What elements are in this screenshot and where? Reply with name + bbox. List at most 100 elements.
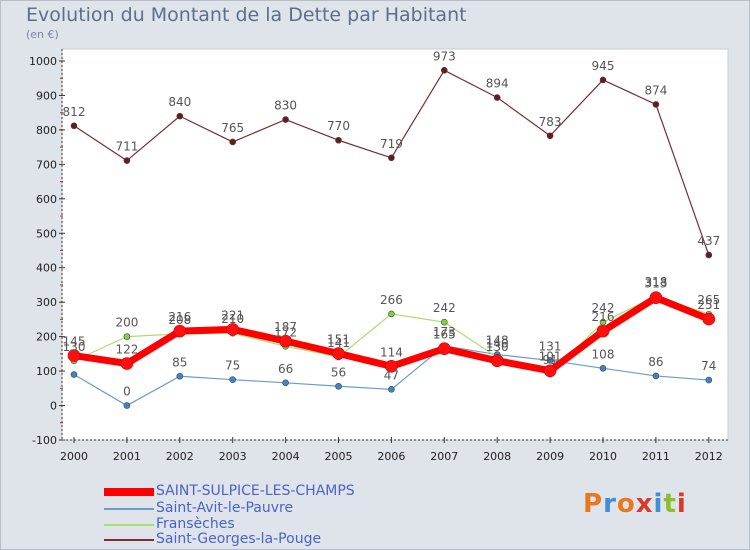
data-label: 165: [433, 328, 456, 342]
data-label: 75: [225, 359, 240, 373]
y-tick-label: -100: [32, 434, 57, 447]
data-label: 208: [168, 313, 191, 327]
data-label: 130: [486, 340, 509, 354]
legend-swatch-saint-avit: [104, 508, 154, 510]
logo-letter: t: [663, 489, 677, 519]
data-label: 101: [539, 350, 562, 364]
data-point: [652, 372, 660, 380]
y-tick-label: 300: [36, 296, 57, 309]
data-label: 216: [592, 310, 615, 324]
data-label: 173: [433, 325, 456, 339]
y-tick-label: 1000: [29, 55, 57, 68]
data-label: 216: [168, 310, 191, 324]
y-tick-label: 600: [36, 193, 57, 206]
data-point: [123, 157, 131, 164]
data-point: [649, 291, 663, 305]
data-label: 140: [486, 336, 509, 350]
data-label: 114: [380, 345, 403, 359]
data-label: 266: [380, 293, 403, 307]
data-label: 56: [331, 365, 346, 379]
logo-letter: x: [635, 489, 654, 519]
data-label: 151: [327, 333, 350, 347]
data-point: [120, 357, 134, 370]
data-point: [282, 379, 289, 387]
y-tick-label: 400: [36, 262, 57, 275]
y-tick-label: 900: [36, 89, 57, 102]
y-tick-label: 500: [36, 227, 57, 240]
data-point: [702, 312, 716, 326]
data-point: [173, 324, 187, 338]
logo-letter: P: [583, 489, 604, 519]
logo-letter: r: [603, 489, 617, 519]
data-point: [332, 347, 345, 360]
data-point: [123, 333, 131, 340]
data-point: [335, 136, 342, 144]
data-label: 812: [63, 105, 86, 119]
logo-letter: i: [676, 489, 687, 519]
x-tick-label: 2008: [483, 450, 511, 463]
data-label: 711: [115, 140, 138, 154]
data-point: [599, 365, 607, 372]
chart-title: Evolution du Montant de la Dette par Hab…: [26, 4, 467, 26]
data-label: 91: [542, 353, 557, 367]
data-label: 437: [697, 234, 720, 248]
data-point: [437, 342, 451, 355]
data-point: [67, 349, 81, 362]
x-tick-label: 2009: [536, 450, 564, 463]
plot-area: [61, 48, 729, 441]
x-tick-label: 2003: [219, 450, 247, 463]
data-label: 141: [327, 336, 350, 350]
data-label: 148: [486, 334, 509, 348]
y-tick-label: 700: [36, 158, 57, 171]
data-label: 318: [644, 275, 667, 289]
data-label: 74: [701, 359, 716, 373]
data-label: 874: [644, 83, 667, 97]
x-tick-label: 2010: [589, 450, 617, 463]
data-label: 145: [63, 335, 86, 349]
data-label: 210: [221, 312, 244, 326]
y-tick-label: 0: [50, 400, 57, 413]
data-point: [705, 376, 713, 384]
data-label: 783: [539, 115, 562, 129]
data-point: [70, 371, 78, 378]
data-label: 86: [648, 355, 663, 369]
x-tick-label: 2007: [430, 450, 458, 463]
data-point: [335, 382, 342, 390]
x-tick-label: 2012: [695, 450, 723, 463]
data-point: [226, 323, 239, 336]
data-label: 221: [221, 308, 244, 322]
x-tick-label: 2004: [272, 450, 300, 463]
data-label: 108: [592, 347, 615, 361]
data-point: [388, 310, 395, 318]
data-label: 765: [221, 121, 244, 135]
data-point: [176, 372, 184, 380]
data-point: [176, 112, 184, 120]
legend-swatch-saint-georges: [104, 539, 154, 541]
legend-label: Saint-Georges-la-Pouge: [156, 531, 322, 547]
data-label: 242: [592, 301, 615, 315]
data-label: 242: [433, 301, 456, 315]
data-label: 313: [644, 277, 667, 291]
data-label: 945: [592, 59, 615, 73]
data-point: [543, 364, 557, 378]
y-tick-label: 100: [36, 365, 57, 378]
data-point: [599, 76, 607, 84]
legend-label: SAINT-SULPICE-LES-CHAMPS: [156, 483, 355, 499]
proxiti-logo: Proxiti: [583, 489, 687, 519]
data-label: 130: [63, 340, 86, 354]
data-label: 265: [697, 293, 720, 307]
data-label: 840: [168, 95, 191, 109]
data-label: 770: [327, 119, 350, 133]
x-tick-label: 2005: [325, 450, 353, 463]
legend-swatch-saint-sulpice: [104, 488, 154, 496]
data-label: 894: [486, 77, 509, 91]
data-point: [388, 386, 395, 393]
data-point: [490, 354, 504, 368]
data-point: [279, 334, 292, 348]
data-label: 830: [274, 99, 297, 113]
data-label: 47: [384, 368, 399, 382]
x-tick-label: 2011: [642, 450, 670, 463]
x-tick-label: 2006: [377, 450, 405, 463]
data-point: [385, 359, 398, 373]
